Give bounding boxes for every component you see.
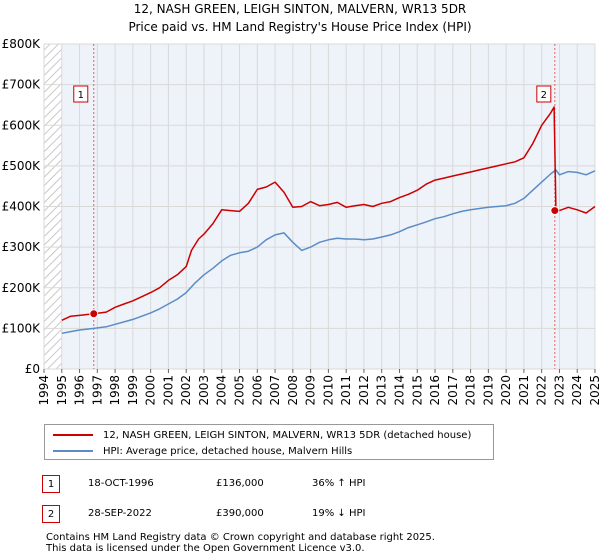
price-paid-series-line [61,106,596,321]
x-tick-label: 1994 [37,375,51,406]
transaction-price: £136,000 [216,478,264,489]
transaction-price: £390,000 [216,508,264,519]
y-tick-label: £300K [2,240,42,254]
footer-copyright: Contains HM Land Registry data © Crown c… [46,532,435,543]
x-tick-label: 2020 [499,375,513,406]
x-tick-label: 2024 [570,375,584,406]
footer-licence: This data is licensed under the Open Gov… [46,543,365,554]
x-tick-label: 1999 [126,375,140,406]
x-tick-label: 2018 [464,375,478,406]
x-tick-label: 2017 [446,375,460,406]
x-tick-label: 1996 [73,375,87,406]
x-tick-label: 1997 [90,375,104,406]
x-tick-label: 2015 [410,375,424,406]
x-tick-label: 2008 [286,375,300,406]
y-tick-label: £600K [2,118,42,132]
transaction-number-badge: 1 [42,475,60,493]
x-tick-label: 2006 [250,375,264,406]
transaction-number-badge: 2 [42,505,60,523]
y-tick-label: £0 [25,362,40,376]
y-tick-label: £400K [2,200,42,214]
x-tick-label: 2022 [535,375,549,406]
x-tick-label: 2000 [144,375,158,406]
sale-point-marker [550,206,560,216]
x-tick-label: 2009 [304,375,318,406]
y-tick-label: £700K [2,78,42,92]
marker-label-box [73,85,89,103]
x-tick-label: 2025 [588,375,600,406]
chart-subtitle: Price paid vs. HM Land Registry's House … [128,20,471,34]
y-tick-label: £100K [2,321,42,335]
marker-label: 2 [541,90,547,101]
y-tick-label: £500K [2,159,42,173]
price-chart: 12, NASH GREEN, LEIGH SINTON, MALVERN, W… [2,2,600,406]
hpi-series-line [61,169,596,335]
x-tick-label: 2019 [481,375,495,406]
footer: Contains HM Land Registry data © Crown c… [46,532,435,554]
transaction-hpi-delta: 19% ↓ HPI [312,508,366,519]
x-tick-label: 2007 [268,375,282,406]
transaction-hpi-delta: 36% ↑ HPI [312,478,366,489]
x-tick-label: 2013 [375,375,389,406]
legend: 12, NASH GREEN, LEIGH SINTON, MALVERN, W… [44,424,494,460]
y-tick-label: £800K [2,37,42,51]
x-tick-label: 2010 [321,375,335,406]
x-tick-label: 2016 [428,375,442,406]
x-tick-label: 2021 [517,375,531,406]
legend-item-hpi: HPI: Average price, detached house, Malv… [53,443,352,459]
chart-title: 12, NASH GREEN, LEIGH SINTON, MALVERN, W… [134,2,467,16]
x-tick-label: 2004 [215,375,229,406]
x-tick-label: 1995 [55,375,69,406]
y-tick-label: £200K [2,281,42,295]
x-tick-label: 2014 [392,375,406,406]
x-tick-label: 2002 [179,375,193,406]
legend-line-price [53,434,93,436]
x-tick-label: 2005 [233,375,247,406]
x-tick-label: 2001 [161,375,175,406]
legend-label-hpi: HPI: Average price, detached house, Malv… [103,445,353,457]
x-tick-label: 2011 [339,375,353,406]
transaction-date: 28-SEP-2022 [88,508,152,519]
x-tick-label: 2003 [197,375,211,406]
x-tick-label: 1998 [108,375,122,406]
marker-label-box [536,85,552,103]
legend-label-price: 12, NASH GREEN, LEIGH SINTON, MALVERN, W… [103,429,472,441]
transaction-date: 18-OCT-1996 [88,478,154,489]
x-tick-label: 2023 [552,375,566,406]
legend-line-hpi [53,450,93,452]
legend-item-price: 12, NASH GREEN, LEIGH SINTON, MALVERN, W… [53,427,471,443]
x-tick-label: 2012 [357,375,371,406]
marker-label: 1 [78,90,84,101]
sale-point-marker [89,309,99,319]
